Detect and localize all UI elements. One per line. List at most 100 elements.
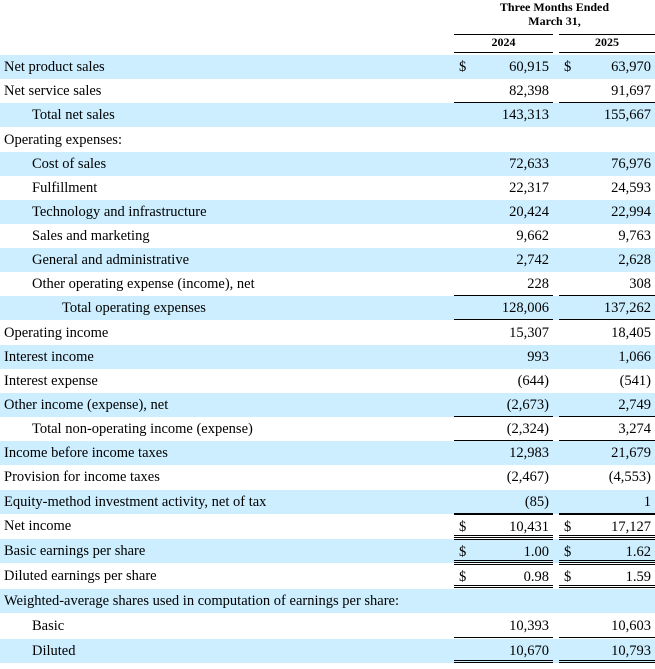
cell-value: 63,970: [611, 59, 651, 75]
table-row: Technology and infrastructure 20,424 22,99…: [0, 200, 655, 224]
value-cell-2024: $60,915: [454, 55, 553, 79]
table-row: Interest income 993 1,066: [0, 345, 655, 369]
value-cell-2024: 10,670: [454, 639, 553, 663]
row-label: Other income (expense), net: [4, 397, 169, 413]
row-label: Net income: [4, 518, 72, 534]
value-cell-2025: 3,274: [559, 417, 655, 441]
row-label: Total non-operating income (expense): [32, 421, 253, 437]
value-cell-2024: 72,633: [454, 152, 553, 176]
cell-value: 1,066: [618, 349, 651, 365]
row-label: Sales and marketing: [32, 228, 150, 244]
value-cell-2024: (2,467): [454, 465, 553, 489]
cell-value: 2,742: [516, 252, 549, 268]
dollar-sign: $: [564, 569, 572, 585]
table-row: Basic earnings per share $1.00 $1.62: [0, 539, 655, 563]
value-cell-2024: 82,398: [454, 79, 553, 103]
row-label: Cost of sales: [32, 156, 107, 172]
cell-value: (4,553): [608, 469, 651, 485]
cell-value: 9,763: [618, 228, 651, 244]
value-cell-2024: 143,313: [454, 103, 553, 127]
table-row: Cost of sales 72,633 76,976: [0, 152, 655, 176]
cell-value: (541): [619, 373, 651, 389]
table-row: Basic 10,393 10,603: [0, 614, 655, 638]
dollar-sign: $: [459, 544, 467, 560]
value-cell-2024: 15,307: [454, 321, 553, 345]
value-cell-2025: [559, 128, 655, 152]
row-label: Net product sales: [4, 59, 105, 75]
value-cell-2024: $10,431: [454, 514, 553, 538]
cell-value: 1.00: [523, 544, 549, 560]
value-cell-2025: 9,763: [559, 224, 655, 248]
row-label: Net service sales: [4, 83, 102, 99]
date-header: March 31,: [528, 14, 581, 28]
value-cell-2024: 22,317: [454, 176, 553, 200]
cell-value: 24,593: [611, 180, 651, 196]
cell-value: 10,793: [611, 643, 651, 659]
value-cell-2025: 18,405: [559, 321, 655, 345]
cell-value: 22,317: [509, 180, 549, 196]
value-cell-2024: (644): [454, 369, 553, 393]
cell-value: 91,697: [611, 83, 651, 99]
value-cell-2025: 76,976: [559, 152, 655, 176]
value-cell-2025: 1,066: [559, 345, 655, 369]
value-cell-2025: 2,749: [559, 393, 655, 417]
cell-value: 308: [629, 276, 651, 292]
cell-value: 60,915: [509, 59, 549, 75]
cell-value: 128,006: [501, 300, 549, 316]
value-cell-2024: [454, 589, 553, 613]
value-cell-2025: 21,679: [559, 441, 655, 465]
row-label: Operating income: [4, 325, 109, 341]
row-label: Technology and infrastructure: [32, 204, 207, 220]
cell-value: 137,262: [603, 300, 651, 316]
cell-value: 143,313: [501, 107, 549, 123]
value-cell-2025: 1: [559, 490, 655, 514]
table-row: Diluted earnings per share $0.98 $1.59: [0, 564, 655, 588]
dollar-sign: $: [459, 519, 467, 535]
row-label: Interest income: [4, 349, 94, 365]
dollar-sign: $: [564, 59, 572, 75]
value-cell-2025: 24,593: [559, 176, 655, 200]
cell-value: 22,994: [611, 204, 651, 220]
value-cell-2025: $17,127: [559, 514, 655, 538]
value-cell-2025: (4,553): [559, 465, 655, 489]
table-row: Provision for income taxes (2,467) (4,553): [0, 465, 655, 489]
value-cell-2024: (85): [454, 490, 553, 514]
table-row: Net service sales 82,398 91,697: [0, 79, 655, 103]
cell-value: 82,398: [509, 83, 549, 99]
table-row: Total non-operating income (expense) (2,3…: [0, 417, 655, 441]
value-cell-2025: (541): [559, 369, 655, 393]
row-label: Diluted earnings per share: [4, 568, 157, 584]
value-cell-2025: 22,994: [559, 200, 655, 224]
value-cell-2025: 10,603: [559, 614, 655, 638]
cell-value: 12,983: [509, 445, 549, 461]
table-row: Net product sales $60,915 $63,970: [0, 55, 655, 79]
cell-value: (644): [517, 373, 549, 389]
table-row: Equity-method investment activity, net o…: [0, 490, 655, 514]
table-row: Diluted 10,670 10,793: [0, 639, 655, 663]
table-row: Sales and marketing 9,662 9,763: [0, 224, 655, 248]
cell-value: (85): [524, 494, 549, 510]
row-label: Weighted-average shares used in computat…: [4, 593, 400, 609]
cell-value: 18,405: [611, 325, 651, 341]
value-cell-2025: 308: [559, 272, 655, 296]
table-row: Net income $10,431 $17,127: [0, 514, 655, 538]
cell-value: (2,673): [506, 397, 549, 413]
row-label: Income before income taxes: [4, 445, 168, 461]
cell-value: 993: [527, 349, 549, 365]
value-cell-2024: $1.00: [454, 539, 553, 563]
value-cell-2024: (2,324): [454, 417, 553, 441]
table-row: Operating expenses:: [0, 128, 655, 152]
row-label: Interest expense: [4, 373, 98, 389]
cell-value: 76,976: [611, 156, 651, 172]
value-cell-2024: 2,742: [454, 248, 553, 272]
value-cell-2024: 228: [454, 272, 553, 296]
value-cell-2024: 9,662: [454, 224, 553, 248]
value-cell-2024: 128,006: [454, 296, 553, 320]
row-label: Equity-method investment activity, net o…: [4, 494, 267, 510]
table-row: Other operating expense (income), net 228…: [0, 272, 655, 296]
cell-value: 10,603: [611, 618, 651, 634]
cell-value: 2,628: [618, 252, 651, 268]
cell-value: 2,749: [618, 397, 651, 413]
value-cell-2024: 12,983: [454, 441, 553, 465]
row-label: Operating expenses:: [4, 132, 122, 148]
